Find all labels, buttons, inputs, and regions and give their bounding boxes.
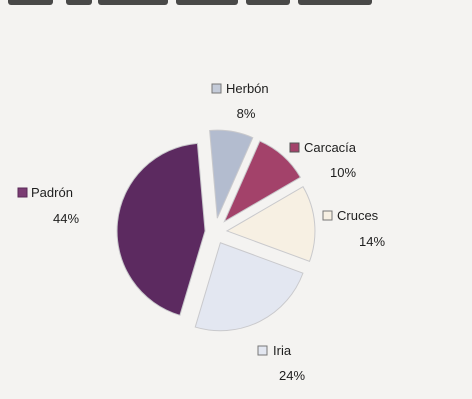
cropped-heading-fragment [0,0,472,14]
legend-swatch-padron [17,187,28,198]
slice-label-herbon: Herbón [226,81,269,96]
slice-herbon [209,129,254,219]
legend-swatch-carcacia [289,142,300,153]
slice-carcacia [223,140,302,223]
slice-percent-herbon: 8% [237,106,256,121]
slice-label-padron: Padrón [31,185,73,200]
slice-label-carcacia: Carcacía [304,140,357,155]
label-iria: Iria 24% [257,343,305,383]
label-herbon: Herbón 8% [211,81,269,121]
slice-percent-carcacia: 10% [330,165,356,180]
slice-padron [116,142,206,316]
pie-slices [116,129,316,332]
legend-swatch-herbon [211,83,222,94]
slice-label-iria: Iria [273,343,292,358]
label-cruces: Cruces 14% [322,208,385,249]
slice-percent-padron: 44% [53,211,79,226]
slice-percent-cruces: 14% [359,234,385,249]
slice-percent-iria: 24% [279,368,305,383]
label-carcacia: Carcacía 10% [289,140,357,180]
slice-iria [194,242,304,332]
legend-swatch-iria [257,345,268,356]
label-padron: Padrón 44% [17,185,79,226]
slice-label-cruces: Cruces [337,208,379,223]
legend-swatch-cruces [322,210,333,221]
slice-cruces [225,186,316,262]
